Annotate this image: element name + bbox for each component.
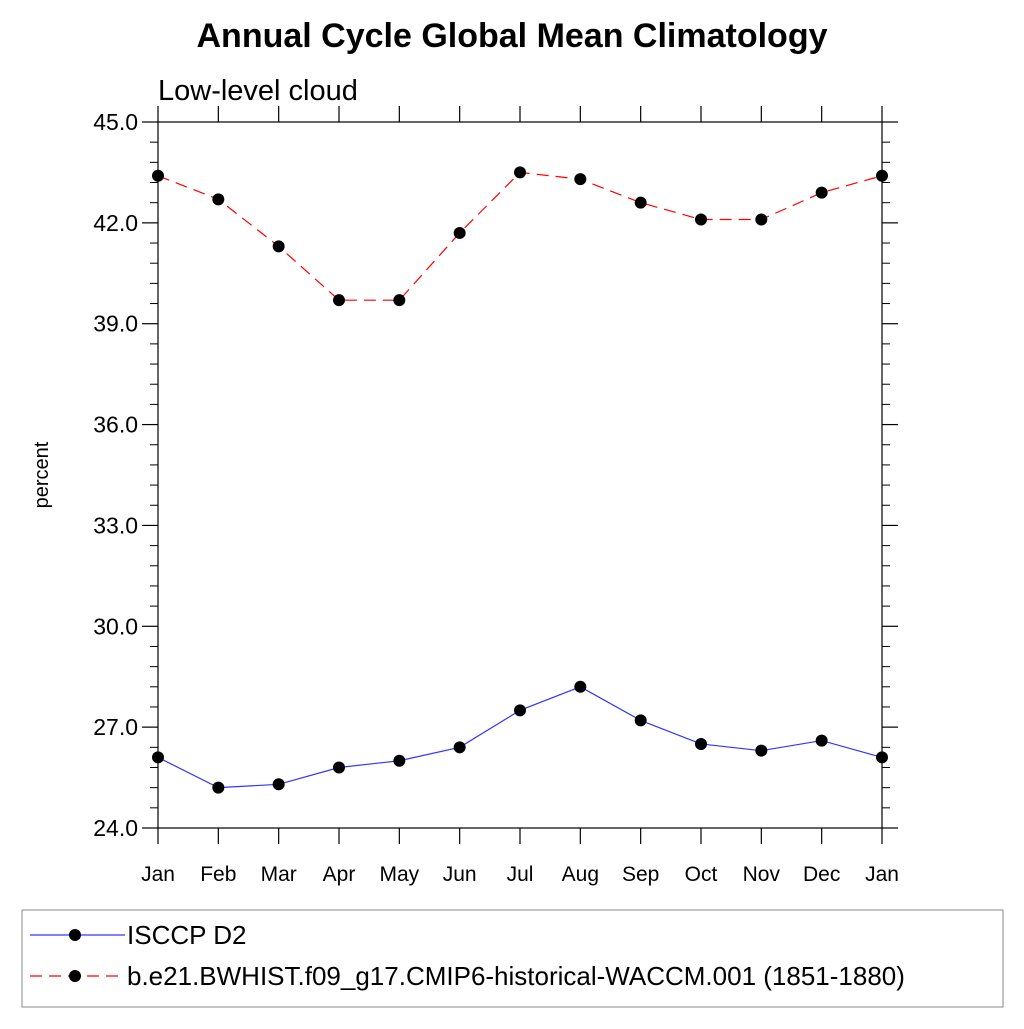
chart-title: Annual Cycle Global Mean Climatology — [197, 17, 828, 55]
data-point — [815, 734, 828, 747]
data-point — [634, 714, 647, 727]
data-point — [333, 294, 345, 307]
y-tick-label: 39.0 — [93, 311, 138, 337]
legend-label-isccp: ISCCP D2 — [127, 920, 246, 950]
data-point — [514, 166, 526, 179]
y-tick-label: 30.0 — [93, 613, 138, 639]
legend-box — [21, 909, 1004, 1008]
y-tick-label: 45.0 — [93, 109, 138, 135]
data-point — [152, 169, 164, 182]
data-point — [212, 781, 225, 794]
x-tick-label: Aug — [562, 863, 599, 886]
y-tick-label: 24.0 — [93, 815, 138, 841]
data-point — [695, 213, 707, 226]
data-point — [393, 294, 406, 307]
data-point — [574, 173, 587, 186]
data-point — [514, 704, 526, 717]
x-tick-label: Nov — [743, 863, 781, 886]
data-point — [755, 213, 768, 226]
x-tick-label: Sep — [622, 863, 659, 886]
data-point — [876, 169, 888, 182]
x-tick-label: May — [379, 863, 419, 886]
x-tick-label: Mar — [261, 863, 297, 886]
data-point — [453, 741, 466, 754]
x-tick-label: Dec — [803, 863, 840, 886]
y-tick-label: 36.0 — [93, 412, 138, 438]
legend-marker-isccp — [69, 929, 81, 941]
data-point — [333, 761, 345, 774]
data-point — [453, 226, 466, 239]
data-point — [876, 751, 888, 764]
data-point — [634, 196, 647, 209]
data-point — [393, 754, 406, 767]
data-point — [574, 680, 587, 693]
x-tick-label: Feb — [200, 863, 236, 886]
y-tick-label: 42.0 — [93, 210, 138, 236]
series-line — [157, 686, 883, 789]
data-point — [212, 193, 225, 206]
legend: ISCCP D2 b.e21.BWHIST.f09_g17.CMIP6-hist… — [21, 909, 1004, 1008]
legend-label-waccm: b.e21.BWHIST.f09_g17.CMIP6-historical-WA… — [127, 961, 905, 991]
y-tick-label: 27.0 — [93, 714, 138, 740]
plot-frame — [157, 121, 883, 829]
x-tick-label: Jun — [443, 863, 477, 886]
chart-subtitle: Low-level cloud — [158, 75, 358, 107]
data-point — [695, 737, 707, 750]
data-point — [272, 778, 285, 791]
series-1 — [152, 166, 888, 307]
series-line — [157, 171, 883, 301]
x-tick-label: Apr — [323, 863, 356, 886]
data-point — [272, 240, 285, 253]
x-tick-label: Oct — [685, 863, 718, 886]
data-point — [755, 744, 768, 757]
data-point — [152, 751, 164, 764]
x-tick-label: Jul — [507, 863, 534, 886]
x-tick-label: Jan — [141, 863, 175, 886]
legend-marker-waccm — [69, 970, 81, 982]
axes: 24.0 27.0 30.0 33.0 36.0 39.0 42.0 45.0 Jan Feb Ma… — [93, 106, 899, 886]
y-axis-label: percent — [31, 441, 53, 508]
y-tick-label: 33.0 — [93, 512, 138, 538]
x-tick-label: Jan — [865, 863, 899, 886]
series-layer — [152, 166, 888, 794]
data-point — [815, 186, 828, 199]
series-0 — [152, 680, 888, 794]
